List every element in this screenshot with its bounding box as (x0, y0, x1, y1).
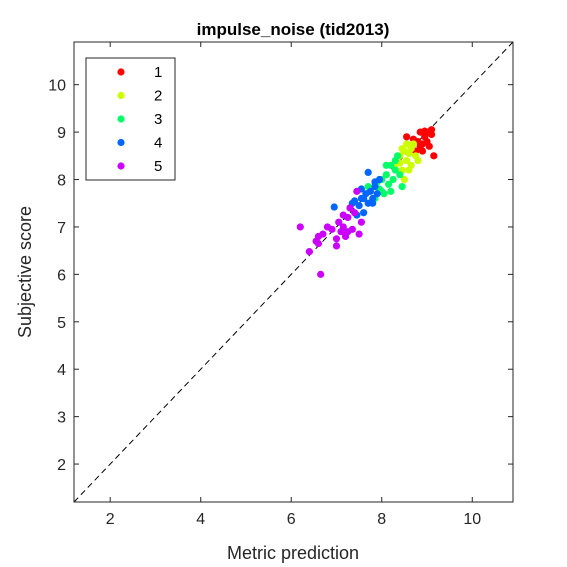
legend-marker-2 (117, 91, 125, 100)
x-tick-label: 6 (287, 511, 296, 528)
legend-label-3: 3 (154, 111, 162, 128)
data-point-series-1 (416, 142, 424, 150)
data-point-series-5 (350, 209, 359, 217)
data-point-series-5 (335, 218, 343, 226)
legend-marker-3 (117, 115, 125, 123)
data-point-series-1 (403, 133, 411, 141)
data-point-series-5 (355, 230, 363, 238)
data-point-series-2 (403, 140, 411, 148)
y-tick-label: 4 (57, 362, 66, 379)
data-point-series-4 (360, 194, 368, 203)
data-point-series-5 (332, 242, 341, 250)
points-layer (296, 126, 438, 278)
data-point-series-5 (314, 239, 322, 248)
data-point-series-3 (384, 180, 393, 188)
x-tick-label: 4 (196, 511, 205, 528)
legend-label-4: 4 (154, 135, 162, 152)
plot-frame (73, 41, 514, 503)
data-point-series-4 (371, 178, 379, 186)
legend-label-2: 2 (154, 88, 162, 105)
data-point-series-3 (382, 161, 390, 169)
reference-line-layer (73, 41, 514, 503)
legend-label-5: 5 (154, 158, 162, 175)
data-point-series-3 (398, 183, 406, 191)
data-point-series-3 (396, 171, 404, 179)
data-point-series-3 (389, 175, 397, 184)
data-point-series-2 (400, 175, 408, 184)
legend-marker-4 (117, 138, 125, 147)
data-point-series-4 (369, 199, 377, 207)
data-point-series-5 (344, 228, 352, 236)
data-point-series-2 (403, 156, 411, 165)
y-tick-label: 7 (57, 220, 66, 237)
legend-marker-5 (117, 162, 125, 170)
legend-box (85, 57, 176, 181)
data-point-series-1 (430, 152, 438, 160)
y-tick-label: 8 (57, 173, 66, 190)
data-point-series-5 (317, 270, 325, 278)
y-tick-label: 6 (57, 267, 66, 284)
data-point-series-2 (398, 145, 406, 153)
y-tick-label: 9 (57, 125, 66, 142)
legend-marker-1 (117, 68, 125, 76)
data-point-series-1 (423, 137, 431, 146)
x-ticks: 2 4 6 8 10 (106, 42, 481, 528)
data-point-series-1 (421, 127, 429, 135)
data-point-series-5 (353, 187, 361, 195)
y-axis-label: Subjective score (15, 206, 35, 338)
x-tick-label: 2 (106, 511, 115, 528)
legend-label-1: 1 (154, 64, 162, 81)
data-point-series-4 (330, 203, 338, 211)
data-point-series-1 (427, 130, 436, 139)
data-point-series-2 (407, 145, 415, 153)
data-point-series-4 (364, 168, 372, 177)
y-ticks: 2 3 4 5 6 7 8 9 10 (48, 78, 513, 474)
chart-title: impulse_noise (tid2013) (197, 20, 390, 39)
data-point-series-4 (366, 187, 375, 195)
data-point-series-5 (357, 218, 365, 226)
y-tick-label: 2 (57, 457, 66, 474)
y-tick-label: 5 (57, 315, 66, 332)
data-point-series-5 (339, 223, 347, 231)
legend: 1 2 3 4 5 (85, 57, 176, 181)
data-point-series-4 (355, 202, 363, 210)
y-tick-label: 10 (48, 78, 66, 95)
data-point-series-5 (346, 204, 354, 212)
data-point-series-5 (319, 230, 327, 238)
x-axis-label: Metric prediction (227, 543, 359, 563)
reference-line (73, 41, 514, 503)
data-point-series-2 (405, 166, 413, 174)
x-tick-label: 10 (463, 511, 481, 528)
data-point-series-5 (339, 211, 347, 219)
x-tick-label: 8 (377, 511, 386, 528)
data-point-series-4 (373, 190, 381, 198)
data-point-series-5 (328, 225, 336, 233)
y-tick-label: 3 (57, 410, 66, 427)
data-point-series-4 (360, 209, 368, 217)
data-point-series-2 (414, 156, 422, 165)
data-point-series-3 (391, 166, 399, 174)
data-point-series-5 (332, 235, 341, 243)
data-point-series-3 (382, 171, 390, 179)
data-point-series-3 (391, 156, 399, 165)
data-point-series-5 (305, 248, 313, 256)
data-point-series-5 (296, 223, 304, 231)
data-point-series-3 (387, 187, 395, 195)
